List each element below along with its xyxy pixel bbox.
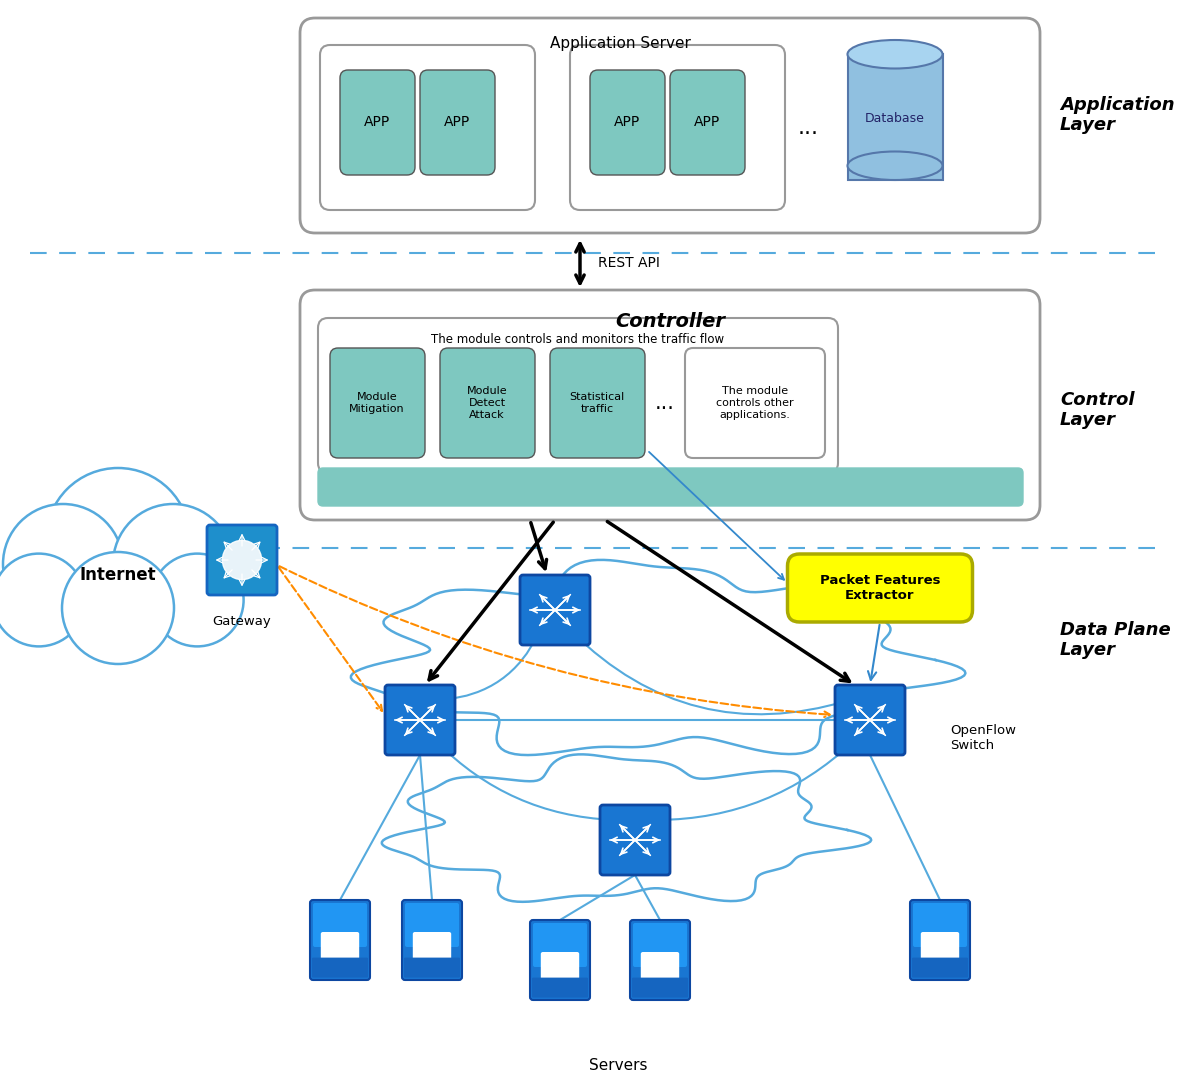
Circle shape <box>46 468 190 612</box>
FancyBboxPatch shape <box>313 903 368 947</box>
Text: APP: APP <box>444 115 470 129</box>
Circle shape <box>0 553 85 647</box>
FancyBboxPatch shape <box>848 54 943 180</box>
Text: Gateway: Gateway <box>213 615 271 628</box>
FancyBboxPatch shape <box>835 685 906 755</box>
FancyBboxPatch shape <box>532 977 588 998</box>
FancyBboxPatch shape <box>912 958 968 977</box>
Text: Database: Database <box>865 112 925 125</box>
FancyBboxPatch shape <box>910 900 970 980</box>
FancyBboxPatch shape <box>685 348 825 458</box>
Circle shape <box>113 504 233 624</box>
Text: The module controls and monitors the traffic flow: The module controls and monitors the tra… <box>431 333 724 346</box>
Text: REST API: REST API <box>598 257 659 270</box>
FancyBboxPatch shape <box>404 958 460 977</box>
Ellipse shape <box>848 40 943 68</box>
FancyBboxPatch shape <box>207 525 277 595</box>
FancyBboxPatch shape <box>319 45 534 210</box>
Text: Module
Detect
Attack: Module Detect Attack <box>467 386 507 420</box>
Circle shape <box>151 553 244 647</box>
FancyBboxPatch shape <box>530 920 590 1000</box>
Text: Application
Layer: Application Layer <box>1060 96 1175 135</box>
FancyBboxPatch shape <box>921 932 960 962</box>
Text: Control
Layer: Control Layer <box>1060 390 1135 429</box>
Text: Servers: Servers <box>588 1058 647 1073</box>
FancyBboxPatch shape <box>550 348 645 458</box>
FancyBboxPatch shape <box>405 903 459 947</box>
FancyBboxPatch shape <box>641 952 680 983</box>
Text: Statistical
traffic: Statistical traffic <box>569 392 625 414</box>
Text: Internet: Internet <box>79 566 156 584</box>
FancyBboxPatch shape <box>633 923 687 967</box>
FancyBboxPatch shape <box>632 977 688 998</box>
FancyBboxPatch shape <box>318 318 838 473</box>
FancyBboxPatch shape <box>300 290 1040 520</box>
FancyBboxPatch shape <box>590 70 665 175</box>
Text: APP: APP <box>364 115 390 129</box>
Circle shape <box>2 504 123 624</box>
FancyBboxPatch shape <box>600 805 670 875</box>
FancyBboxPatch shape <box>533 923 587 967</box>
FancyBboxPatch shape <box>310 900 370 980</box>
FancyBboxPatch shape <box>386 685 455 755</box>
Circle shape <box>62 552 174 664</box>
FancyBboxPatch shape <box>321 932 359 962</box>
Text: ...: ... <box>797 118 819 138</box>
Circle shape <box>222 540 262 579</box>
Text: APP: APP <box>614 115 640 129</box>
Text: Module
Mitigation: Module Mitigation <box>349 392 405 414</box>
Text: Application Server: Application Server <box>550 36 691 51</box>
Text: ...: ... <box>655 393 675 413</box>
FancyBboxPatch shape <box>631 920 691 1000</box>
FancyBboxPatch shape <box>540 952 579 983</box>
FancyBboxPatch shape <box>913 903 967 947</box>
FancyBboxPatch shape <box>312 958 368 977</box>
FancyBboxPatch shape <box>300 18 1040 233</box>
Text: Controller: Controller <box>615 312 725 332</box>
FancyBboxPatch shape <box>670 70 745 175</box>
FancyBboxPatch shape <box>340 70 416 175</box>
FancyBboxPatch shape <box>330 348 425 458</box>
FancyBboxPatch shape <box>413 932 452 962</box>
FancyBboxPatch shape <box>318 468 1023 507</box>
Text: Data Plane
Layer: Data Plane Layer <box>1060 621 1171 660</box>
Polygon shape <box>382 754 871 902</box>
Polygon shape <box>351 560 966 755</box>
FancyBboxPatch shape <box>520 575 590 645</box>
Text: APP: APP <box>694 115 721 129</box>
FancyBboxPatch shape <box>420 70 495 175</box>
Text: OpenFlow
Switch: OpenFlow Switch <box>950 724 1016 752</box>
Ellipse shape <box>848 151 943 180</box>
FancyBboxPatch shape <box>570 45 785 210</box>
FancyBboxPatch shape <box>402 900 462 980</box>
Text: Packet Features
Extractor: Packet Features Extractor <box>820 574 940 602</box>
FancyBboxPatch shape <box>788 554 973 622</box>
Text: The module
controls other
applications.: The module controls other applications. <box>716 386 794 420</box>
FancyBboxPatch shape <box>440 348 534 458</box>
